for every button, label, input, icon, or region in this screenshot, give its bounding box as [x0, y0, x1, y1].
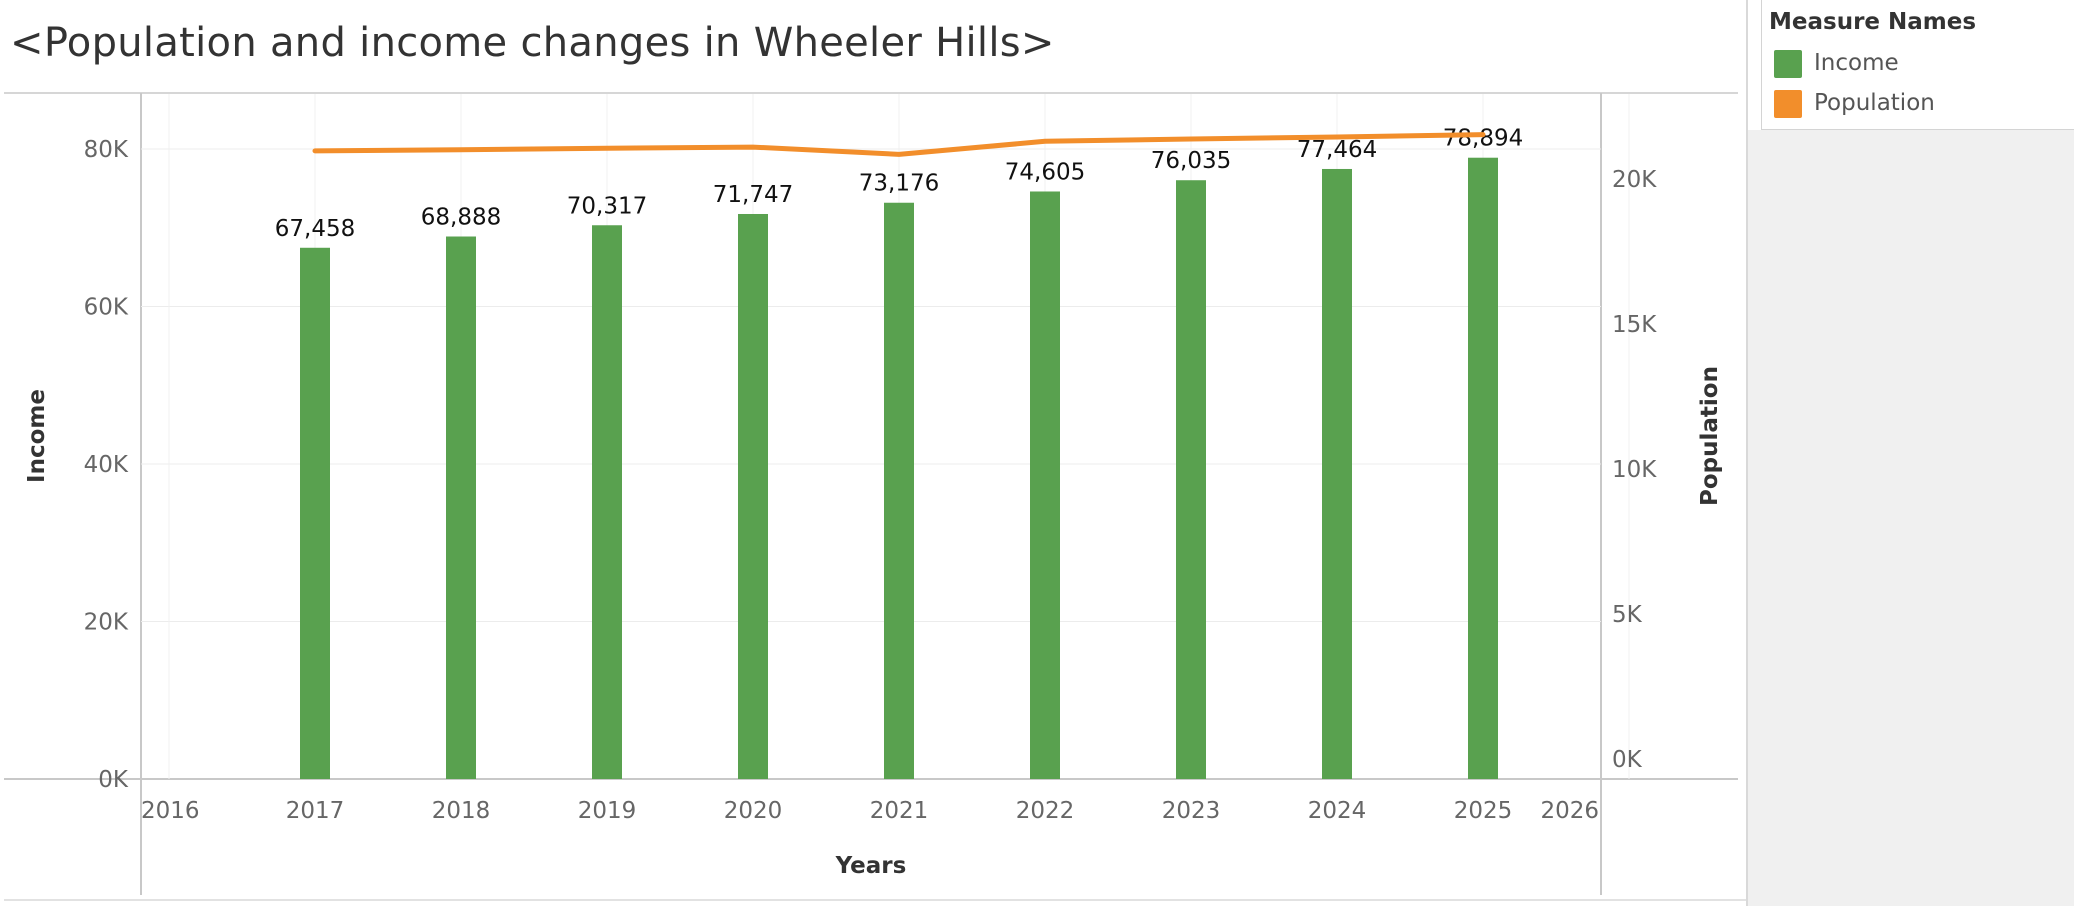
x-tick-label: 2020 — [724, 798, 783, 824]
income-bar-2021[interactable] — [884, 202, 914, 779]
income-data-labels: 67,458 68,888 70,317 71,747 73,176 74,605 76,0… — [275, 126, 1523, 242]
x-tick-label: 2024 — [1308, 798, 1367, 824]
income-bar-2025[interactable] — [1468, 157, 1498, 780]
chart-title: <Population and income changes in Wheele… — [10, 20, 1055, 66]
population-point-2023[interactable] — [1188, 136, 1194, 142]
income-label-2025: 78,894 — [1443, 126, 1523, 152]
population-point-2020[interactable] — [750, 144, 756, 150]
y-tick-label: 80K — [84, 137, 129, 163]
x-tick-label: 2018 — [432, 798, 491, 824]
legend-swatch-income — [1774, 50, 1802, 78]
right-divider — [1746, 0, 1748, 906]
x-tick-label: 2022 — [1016, 798, 1075, 824]
income-label-2022: 74,605 — [1005, 159, 1085, 185]
y-tick-label: 20K — [84, 610, 129, 636]
income-bar-2017[interactable] — [300, 247, 330, 779]
y2-tick-label: 20K — [1612, 167, 1657, 193]
income-bars — [300, 157, 1498, 780]
year-axis-ticks: 2016 2017 2018 2019 2020 2021 2022 2023 2024 2025… — [141, 798, 1599, 824]
income-label-2024: 77,464 — [1297, 137, 1377, 163]
income-label-2019: 70,317 — [567, 193, 647, 219]
population-point-2021[interactable] — [896, 151, 902, 157]
income-label-2023: 76,035 — [1151, 148, 1231, 174]
x-tick-label: 2023 — [1162, 798, 1221, 824]
chart-frame — [4, 92, 1746, 901]
legend-label-population: Population — [1814, 90, 1935, 116]
x-tick-label: 2021 — [870, 798, 929, 824]
income-axis-title: Income — [24, 389, 50, 483]
y2-tick-label: 10K — [1612, 457, 1657, 483]
income-label-2018: 68,888 — [421, 205, 501, 231]
income-bar-2023[interactable] — [1176, 180, 1206, 780]
population-line — [312, 132, 1486, 157]
right-panel — [1748, 130, 2074, 906]
y-tick-label: 60K — [84, 295, 129, 321]
combo-chart: 67,458 68,888 70,317 71,747 73,176 74,605 76,0… — [4, 92, 1746, 901]
income-axis-ticks: 0K 20K 40K 60K 80K — [84, 137, 129, 793]
y-tick-label: 0K — [98, 767, 129, 793]
income-bar-2022[interactable] — [1030, 191, 1060, 780]
y-tick-label: 40K — [84, 452, 129, 478]
population-line-path[interactable] — [312, 132, 1486, 157]
income-bar-2019[interactable] — [592, 225, 622, 779]
x-tick-label: 2025 — [1454, 798, 1513, 824]
legend-swatch-population — [1774, 90, 1802, 118]
population-point-2024[interactable] — [1334, 134, 1340, 140]
y2-tick-label: 5K — [1612, 602, 1643, 628]
legend: Measure Names Income Population — [1761, 0, 2074, 130]
population-point-2019[interactable] — [604, 145, 610, 151]
y2-tick-label: 0K — [1612, 747, 1643, 773]
x-tick-label: 2017 — [286, 798, 345, 824]
legend-title: Measure Names — [1769, 9, 1977, 35]
year-axis-title: Years — [835, 853, 907, 879]
population-point-2022[interactable] — [1042, 138, 1048, 144]
population-axis-ticks: 0K 5K 10K 15K 20K — [1612, 167, 1657, 773]
income-bar-2024[interactable] — [1322, 168, 1352, 779]
y2-tick-label: 15K — [1612, 312, 1657, 338]
income-bar-2020[interactable] — [738, 213, 768, 779]
legend-label-income: Income — [1814, 50, 1899, 76]
income-label-2017: 67,458 — [275, 216, 355, 242]
population-point-2025[interactable] — [1480, 132, 1486, 138]
income-label-2020: 71,747 — [713, 182, 793, 208]
income-bar-2018[interactable] — [446, 236, 476, 779]
income-label-2021: 73,176 — [859, 171, 939, 197]
population-axis-title: Population — [1697, 366, 1723, 506]
x-tick-label: 2026 — [1540, 798, 1599, 824]
population-point-2017[interactable] — [312, 148, 318, 154]
x-tick-label: 2016 — [141, 798, 200, 824]
population-point-2018[interactable] — [458, 147, 464, 153]
x-tick-label: 2019 — [578, 798, 637, 824]
